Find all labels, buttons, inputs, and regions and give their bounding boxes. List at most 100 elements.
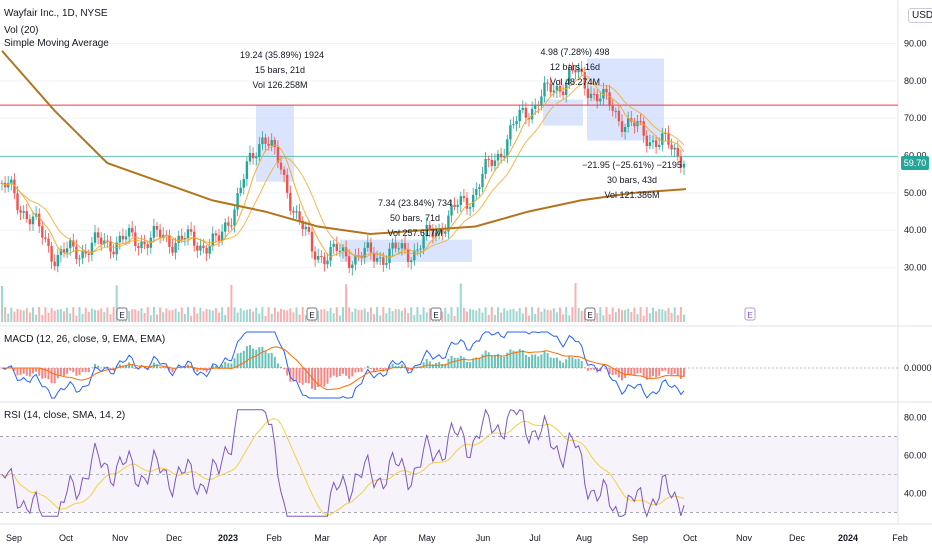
candle-body (568, 69, 571, 83)
volume-bar (323, 309, 326, 322)
macd-histogram-bar (292, 368, 295, 382)
volume-bar (187, 307, 189, 322)
macd-histogram-bar (63, 368, 65, 376)
time-tick-label: 2023 (218, 533, 238, 543)
macd-histogram-bar (134, 368, 137, 369)
candle-body (93, 232, 97, 243)
macd-histogram-bar (391, 363, 394, 368)
moving-average-fast (1, 74, 685, 259)
candle-body (493, 160, 497, 166)
macd-histogram-bar (627, 368, 630, 375)
candle-body (577, 68, 580, 73)
volume-bar (509, 309, 512, 322)
candle-body (648, 142, 652, 147)
volume-bar (1, 286, 3, 322)
macd-histogram-bar (342, 368, 344, 374)
time-tick-label: Dec (789, 533, 806, 543)
earnings-marker-icon (116, 307, 128, 321)
candle-body (658, 144, 661, 147)
macd-tick-label: 0.0000 (904, 363, 932, 373)
macd-histogram-bar (487, 352, 490, 368)
candle-body (478, 187, 481, 190)
candle-body (344, 247, 348, 257)
volume-bar (304, 315, 307, 322)
candle-body (441, 228, 444, 234)
volume-bar (56, 309, 59, 322)
macd-histogram-bar (475, 357, 478, 368)
candle-body (143, 241, 146, 245)
currency-badge[interactable]: USD (908, 8, 932, 23)
candle-body (496, 153, 500, 161)
volume-bar (109, 314, 112, 322)
candle-body (512, 124, 515, 126)
volume-bar (490, 307, 493, 322)
volume-bar (379, 315, 382, 322)
candle-body (112, 251, 115, 255)
volume-bar (515, 311, 518, 322)
macd-histogram-bar (16, 368, 19, 376)
candle-body (428, 225, 431, 231)
macd-histogram-bar (22, 368, 25, 374)
candle-body (317, 255, 320, 260)
candle-body (375, 258, 379, 262)
volume-bar (599, 307, 602, 322)
candle-body (251, 153, 255, 159)
macd-histogram-bar (227, 363, 230, 368)
candle-body (416, 249, 419, 251)
volume-bar (416, 307, 419, 322)
candle-body (270, 139, 273, 146)
macd-histogram-bar (258, 347, 261, 368)
macd-histogram-bar (518, 349, 521, 368)
last-price-tag: 59.70 (901, 156, 929, 170)
candle-body (682, 163, 686, 168)
macd-histogram-bar (307, 368, 310, 384)
macd-histogram-bar (38, 368, 41, 376)
candle-body (583, 72, 586, 89)
volume-bar (90, 308, 93, 322)
volume-bar (580, 310, 583, 322)
volume-bar (404, 308, 406, 322)
macd-histogram-bar (301, 368, 304, 385)
candle-body (323, 256, 326, 265)
candle-body (524, 107, 528, 118)
macd-histogram-bar (630, 368, 633, 375)
volume-bar (270, 313, 273, 322)
volume-bar (162, 312, 165, 322)
volume-bar (32, 307, 34, 322)
candle-body (59, 249, 63, 256)
candle-body (543, 82, 546, 97)
candle-body (499, 153, 503, 158)
volume-bar (605, 307, 608, 322)
volume-bar (621, 310, 623, 322)
earnings-marker-icon (584, 307, 596, 321)
volume-bar (670, 312, 673, 322)
candle-body (484, 159, 487, 174)
candle-body (645, 135, 648, 147)
volume-bar (165, 308, 168, 322)
candle-body (503, 156, 506, 158)
candle-body (137, 245, 140, 249)
candle-body (25, 211, 28, 220)
candle-body (459, 196, 462, 205)
candle-body (654, 140, 658, 147)
volume-bar (38, 307, 41, 322)
volume-bar (602, 315, 605, 322)
macd-histogram-bar (41, 368, 44, 379)
volume-bar (648, 313, 651, 322)
candle-body (134, 232, 137, 246)
macd-histogram-bar (255, 349, 258, 368)
measure-box-2 (340, 239, 472, 262)
macd-histogram-bar (214, 366, 217, 368)
candle-body (555, 85, 559, 91)
candle-body (410, 260, 413, 262)
candle-body (258, 144, 261, 157)
candle-body (388, 248, 391, 263)
volume-bar (462, 307, 465, 322)
candle-body (385, 262, 388, 265)
macd-histogram-bar (323, 368, 326, 387)
candle-body (348, 256, 351, 269)
macd-histogram-bar (94, 363, 96, 368)
macd-histogram-bar (69, 368, 72, 371)
macd-histogram-bar (87, 368, 90, 373)
